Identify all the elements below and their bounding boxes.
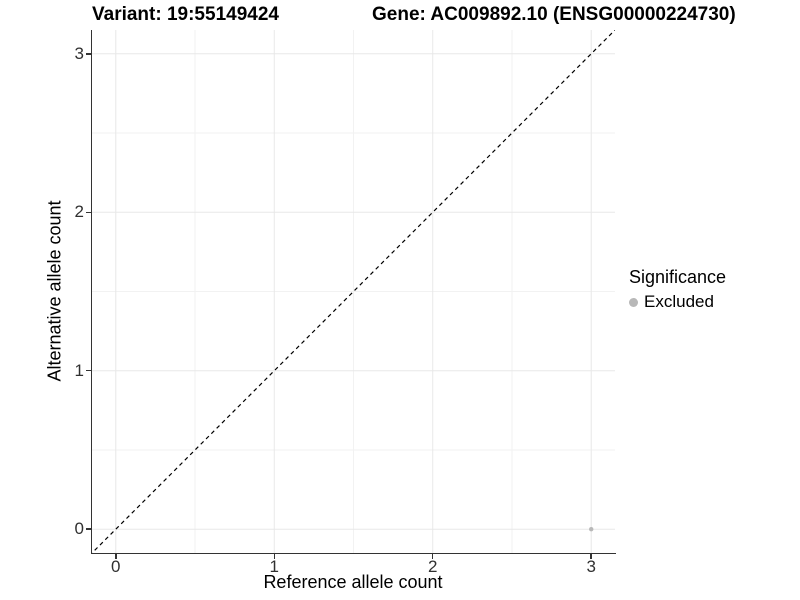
y-tick-label: 3: [74, 43, 84, 63]
y-tick-mark: [86, 53, 91, 55]
legend-item-excluded: Excluded: [629, 292, 726, 312]
legend-title: Significance: [629, 267, 727, 287]
x-tick-label: 3: [586, 557, 596, 576]
x-axis-line: [90, 552, 616, 554]
gene-title: Gene: AC009892.10 (ENSG00000224730): [372, 4, 736, 25]
legend: Significance Excluded: [629, 267, 726, 312]
y-axis-line: [90, 30, 92, 554]
y-tick-label: 2: [74, 202, 84, 222]
x-tick-mark: [431, 554, 434, 559]
plot-panel: [92, 30, 615, 553]
variant-title: Variant: 19:55149424: [92, 4, 279, 25]
plot-canvas: [92, 30, 615, 553]
x-tick-label: 2: [428, 557, 438, 576]
x-tick-label: 1: [269, 557, 279, 576]
x-tick-label: 0: [111, 557, 121, 576]
legend-item-label: Excluded: [644, 292, 714, 311]
y-tick-label: 0: [74, 519, 84, 539]
x-tick-mark: [115, 554, 117, 559]
x-tick-mark: [273, 554, 275, 559]
x-tick-mark: [590, 554, 592, 559]
data-point: [589, 527, 594, 532]
y-tick-mark: [86, 369, 91, 372]
y-tick-mark: [86, 211, 91, 213]
y-tick-label: 1: [74, 360, 84, 380]
x-axis-title: Reference allele count: [263, 572, 443, 592]
excluded-dot-icon: [629, 297, 638, 307]
y-tick-mark: [86, 528, 91, 530]
y-axis-title: Alternative allele count: [44, 200, 65, 382]
